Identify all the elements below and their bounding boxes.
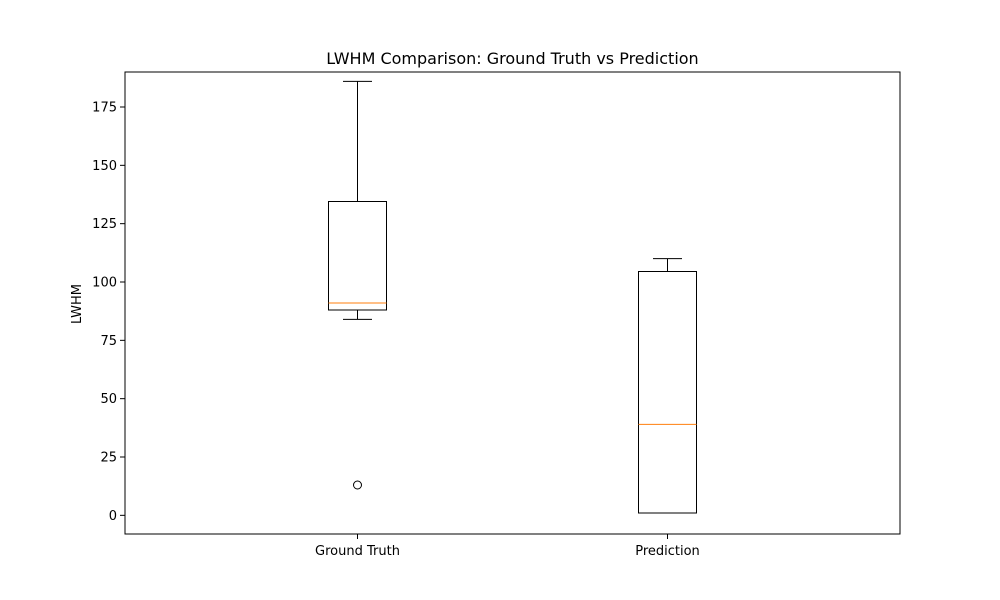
- x-axis: Ground Truth Prediction: [315, 534, 700, 559]
- y-tick-label: 0: [109, 509, 117, 524]
- y-tick-label: 175: [92, 101, 117, 116]
- boxes: [328, 80, 697, 514]
- box-iqr: [328, 201, 387, 311]
- box-group-prediction: [638, 258, 697, 514]
- y-tick-label: 150: [92, 159, 117, 174]
- y-tick-label: 50: [100, 392, 117, 407]
- x-tick-label: Prediction: [635, 544, 700, 559]
- plot-frame: [124, 71, 901, 535]
- y-axis-label: LWHM: [70, 284, 85, 324]
- y-tick-label: 25: [100, 451, 117, 466]
- box-group-ground-truth: [328, 80, 387, 490]
- y-tick-label: 100: [92, 276, 117, 291]
- y-axis: 0 25 50 75 100 125 150 175: [92, 101, 125, 524]
- y-tick-label: 125: [92, 217, 117, 232]
- outlier-point: [353, 480, 362, 490]
- y-tick-label: 75: [100, 334, 117, 349]
- chart-title: LWHM Comparison: Ground Truth vs Predict…: [326, 49, 698, 68]
- box-iqr: [638, 271, 697, 514]
- x-tick-label: Ground Truth: [315, 544, 400, 559]
